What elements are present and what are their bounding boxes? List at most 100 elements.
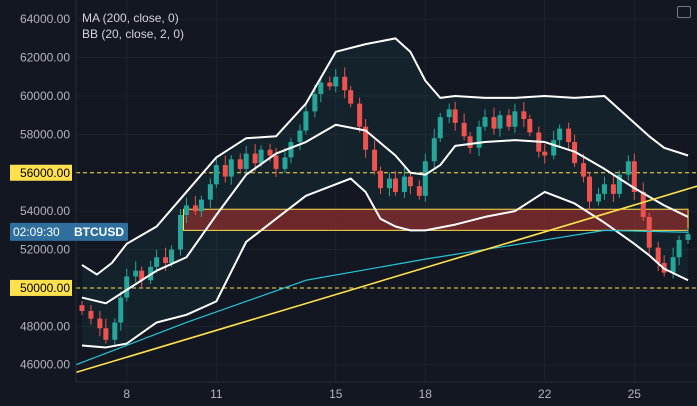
candle xyxy=(557,128,563,141)
level-badge-label: 56000.00 xyxy=(20,166,70,180)
candle xyxy=(527,119,533,133)
candle xyxy=(357,103,363,127)
candle xyxy=(288,142,294,158)
candle xyxy=(461,122,467,137)
trendline xyxy=(75,185,697,374)
candle xyxy=(452,109,458,123)
candle xyxy=(318,82,324,95)
candle xyxy=(640,191,646,217)
candle xyxy=(258,149,264,164)
candle xyxy=(392,178,398,192)
x-tick-label: 18 xyxy=(419,387,433,401)
bb-middle-line xyxy=(81,123,689,305)
bb-legend[interactable]: BB (20, close, 2, 0) xyxy=(82,27,185,41)
y-tick-label: 48000.00 xyxy=(20,319,70,333)
candle xyxy=(348,90,354,104)
candle xyxy=(252,153,258,164)
candle xyxy=(512,111,518,127)
candle xyxy=(303,111,309,131)
candle xyxy=(521,111,527,120)
candle xyxy=(183,205,189,215)
candle xyxy=(581,163,587,177)
x-tick-label: 11 xyxy=(210,387,223,401)
candle xyxy=(386,178,392,189)
x-tick-label: 15 xyxy=(329,387,343,401)
candle xyxy=(88,310,94,319)
candle xyxy=(542,151,548,156)
candle xyxy=(616,174,622,194)
y-tick-label: 46000.00 xyxy=(20,358,70,372)
candle xyxy=(625,161,631,175)
candle xyxy=(312,94,318,112)
candle xyxy=(297,130,303,143)
y-tick-label: 58000.00 xyxy=(20,127,70,141)
level-badge xyxy=(10,164,72,181)
candle xyxy=(685,234,691,240)
x-axis-panel xyxy=(0,382,697,406)
price-badge-time: 02:09:30 xyxy=(13,225,60,239)
candle xyxy=(491,117,497,129)
price-badge xyxy=(10,222,128,241)
candle xyxy=(228,159,234,177)
resistance-zone xyxy=(182,208,689,231)
ma200-line xyxy=(75,229,689,366)
candle xyxy=(551,140,557,156)
candle xyxy=(676,239,682,258)
candle xyxy=(655,247,661,263)
candle xyxy=(154,257,160,267)
candle xyxy=(378,170,384,189)
candle xyxy=(446,109,452,118)
bb-lower-line xyxy=(81,177,689,349)
candle xyxy=(163,257,169,263)
ma-legend[interactable]: MA (200, close, 0) xyxy=(82,11,179,25)
candle xyxy=(482,117,488,127)
candle xyxy=(177,214,183,250)
candle xyxy=(342,76,348,91)
x-tick-label: 22 xyxy=(538,387,552,401)
candle xyxy=(79,305,85,311)
candle xyxy=(333,76,339,87)
candle xyxy=(243,153,249,169)
price-badge-symbol: BTCUSD xyxy=(74,225,124,239)
bb-upper-line xyxy=(81,37,689,276)
candle xyxy=(169,249,175,263)
y-tick-label: 60000.00 xyxy=(20,89,70,103)
settings-icon[interactable] xyxy=(677,6,691,18)
candle xyxy=(610,184,616,194)
candle xyxy=(431,138,437,162)
candle xyxy=(646,216,652,248)
candle xyxy=(237,159,243,169)
candle xyxy=(192,205,198,212)
bb-fill xyxy=(81,38,689,348)
candle xyxy=(124,276,130,298)
y-tick-label: 52000.00 xyxy=(20,243,70,257)
candle xyxy=(566,128,572,143)
candle xyxy=(437,117,443,139)
candle xyxy=(476,126,482,148)
candle xyxy=(112,322,118,340)
candle xyxy=(97,318,103,329)
candle xyxy=(282,157,288,169)
candle xyxy=(601,184,607,194)
x-tick-label: 25 xyxy=(628,387,642,401)
y-tick-label: 54000.00 xyxy=(20,204,70,218)
candle xyxy=(139,270,145,281)
candle xyxy=(222,165,228,177)
candle xyxy=(416,186,422,196)
candle xyxy=(467,136,473,148)
candle xyxy=(631,161,637,192)
candle xyxy=(407,176,413,187)
candle xyxy=(595,193,601,202)
candle xyxy=(372,149,378,171)
candle xyxy=(327,82,333,87)
indicator-legend: MA (200, close, 0) BB (20, close, 2, 0) xyxy=(82,10,184,42)
candle xyxy=(198,199,204,212)
candle xyxy=(267,149,273,156)
y-tick-label: 62000.00 xyxy=(20,51,70,65)
candle xyxy=(401,176,407,192)
candle xyxy=(213,165,219,185)
candle xyxy=(670,257,676,273)
level-badge xyxy=(10,279,72,296)
